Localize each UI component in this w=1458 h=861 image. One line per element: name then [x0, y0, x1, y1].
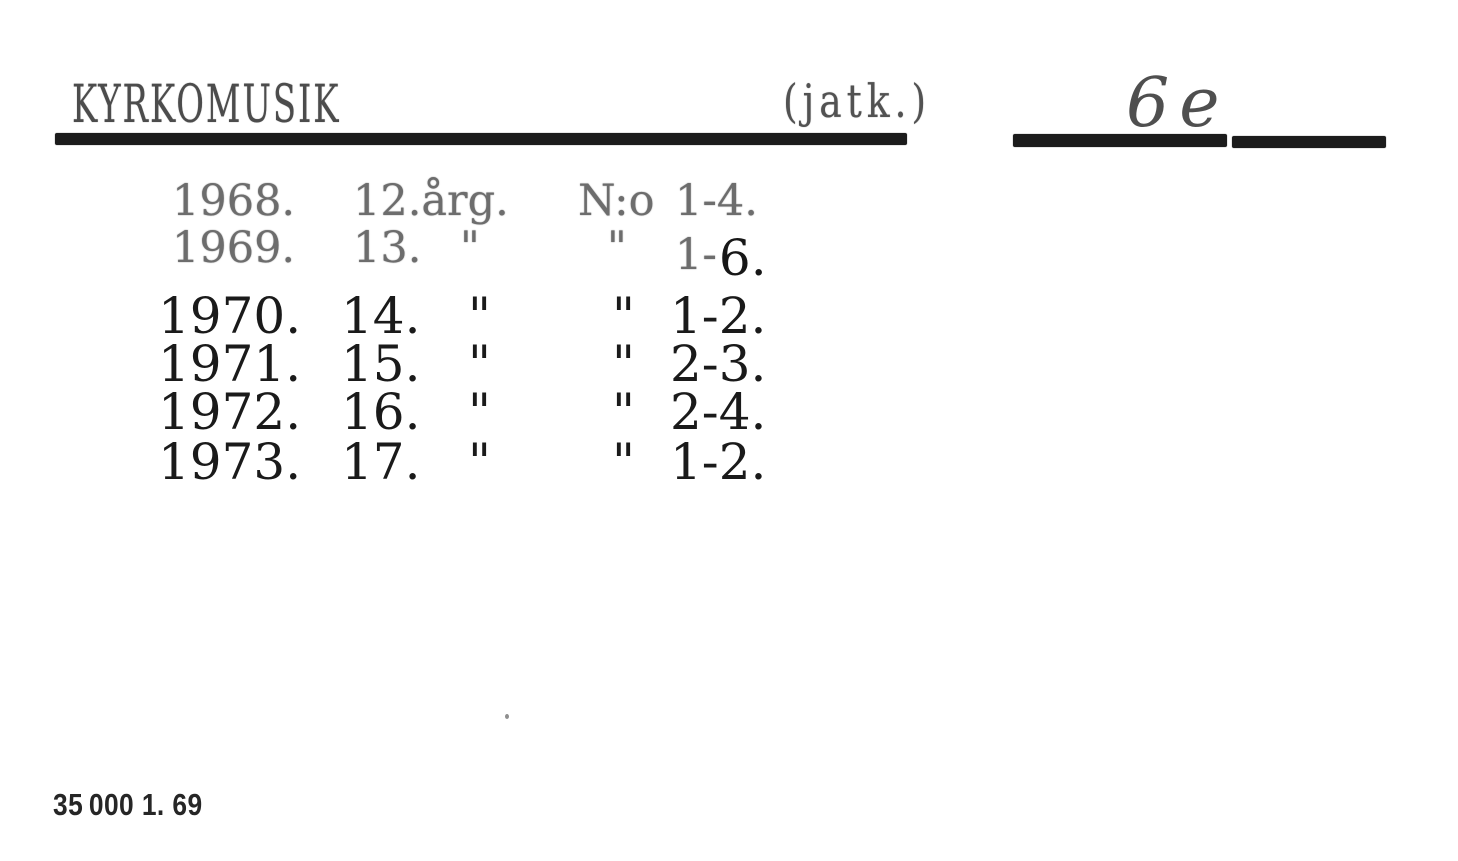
issues-faded-part: 1-: [675, 230, 717, 280]
issues-cell: 2-3.: [670, 335, 767, 393]
year-cell: 1969.: [172, 223, 296, 273]
ditto-mark: ": [468, 433, 491, 491]
ditto-mark: ": [460, 223, 480, 273]
issues-cell: 2-4.: [670, 383, 767, 441]
holdings-row-1971: 1971. 15. " " 2-3.: [158, 339, 766, 689]
year-cell: 1971.: [158, 335, 302, 393]
scan-speck: [505, 714, 509, 719]
issue-label-cell: N:o: [578, 176, 655, 226]
ditto-mark: ": [468, 287, 491, 345]
volume-cell: 15.: [341, 335, 421, 393]
shelf-mark-handwritten: 6e: [1126, 64, 1230, 143]
issues-dark-part: 6.: [718, 229, 767, 287]
volume-cell: 12.årg.: [353, 176, 509, 226]
year-cell: 1973.: [158, 433, 302, 491]
ditto-mark: ": [612, 287, 635, 345]
form-code: 35 000 1. 69: [53, 787, 203, 822]
ditto-mark: ": [468, 335, 491, 393]
ditto-mark: ": [607, 223, 627, 273]
issues-cell: 1-4.: [675, 176, 758, 226]
ditto-mark: ": [612, 383, 635, 441]
holdings-row-1970: 1970. 14. " " 1-2.: [158, 291, 766, 641]
title-underline: [55, 133, 907, 145]
volume-cell: 16.: [341, 383, 421, 441]
ditto-mark: ": [612, 433, 635, 491]
year-cell: 1972.: [158, 383, 302, 441]
volume-cell: 17.: [341, 433, 421, 491]
issues-cell: 1-2.: [670, 433, 767, 491]
shelf-mark-underline-left: [1013, 134, 1227, 147]
year-cell: 1968.: [172, 176, 296, 226]
continuation-label: (jatk.): [783, 74, 932, 128]
issues-cell: 1-6.: [675, 227, 767, 283]
year-cell: 1970.: [158, 287, 302, 345]
ditto-mark: ": [468, 383, 491, 441]
holdings-row-1969: 1969. 13. " " 1-6.: [172, 227, 767, 528]
holdings-row-1972: 1972. 16. " " 2-4.: [158, 387, 766, 737]
volume-cell: 14.: [341, 287, 421, 345]
volume-cell: 13.: [353, 223, 422, 273]
card-title: KYRKOMUSIK: [72, 75, 341, 135]
holdings-row-1968: 1968. 12.årg. N:o 1-4.: [172, 180, 758, 438]
ditto-mark: ": [612, 335, 635, 393]
issues-cell: 1-2.: [670, 287, 767, 345]
holdings-row-1973: 1973. 17. " " 1-2.: [158, 437, 766, 787]
shelf-mark-underline-right: [1232, 136, 1386, 148]
